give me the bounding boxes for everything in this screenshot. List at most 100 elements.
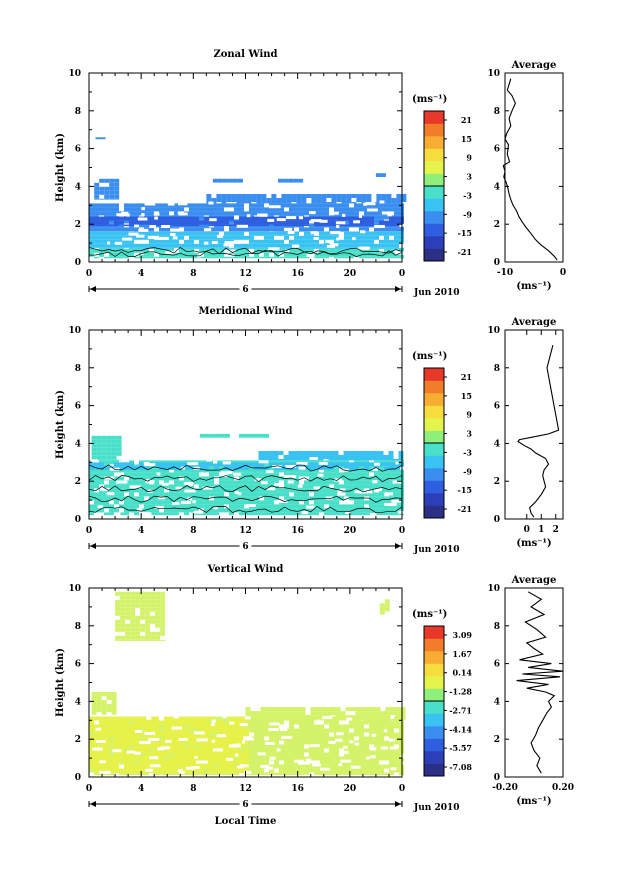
- heatmap-cell: [269, 248, 274, 253]
- heatmap-cell: [144, 728, 149, 733]
- heatmap-cell: [394, 760, 399, 765]
- heatmap-cell: [109, 207, 114, 212]
- heatmap-cell: [384, 512, 389, 516]
- heatmap-cell: [159, 500, 164, 505]
- heatmap-cell: [384, 466, 389, 470]
- heatmap-cell: [374, 768, 379, 773]
- heatmap-cell: [99, 732, 104, 737]
- data-gap: [309, 457, 318, 460]
- heatmap-cell: [256, 198, 262, 202]
- heatmap-cell: [239, 748, 244, 753]
- heatmap-cell: [294, 772, 299, 776]
- heatmap-cell: [115, 603, 121, 608]
- heatmap-cell: [169, 756, 174, 761]
- heatmap-cell: [244, 468, 249, 473]
- heatmap-cell: [294, 480, 299, 485]
- heatmap-cell: [224, 256, 229, 259]
- data-gap: [179, 770, 185, 774]
- heatmap-cell: [124, 472, 129, 477]
- heatmap-cell: [189, 227, 194, 232]
- heatmap-cell: [289, 472, 294, 477]
- heatmap-cell: [389, 239, 394, 244]
- heatmap-cell: [89, 768, 94, 773]
- heatmap-cell: [129, 248, 134, 253]
- heatmap-cell: [294, 740, 299, 745]
- heatmap-cell: [319, 466, 324, 470]
- heatmap-cell: [145, 623, 151, 628]
- heatmap-cell: [370, 707, 376, 712]
- heatmap-cell: [169, 472, 174, 477]
- data-gap: [135, 730, 143, 733]
- heatmap-cell: [134, 247, 139, 249]
- panel-title: Zonal Wind: [213, 49, 277, 60]
- heatmap-cell: [334, 472, 339, 477]
- data-gap: [211, 739, 215, 743]
- heatmap-cell: [294, 492, 299, 497]
- heatmap-cell: [254, 433, 259, 438]
- heatmap-cell: [334, 736, 339, 741]
- heatmap-cell: [309, 472, 314, 477]
- heatmap-cell: [269, 768, 274, 773]
- colorbar-tick-label: -21: [458, 504, 472, 514]
- heatmap-cell: [329, 488, 334, 493]
- heatmap-cell: [271, 198, 277, 202]
- heatmap-cell: [329, 736, 334, 741]
- heatmap-cell: [144, 220, 149, 225]
- heatmap-cell: [283, 455, 289, 459]
- heatmap-cell: [144, 756, 149, 761]
- data-gap: [183, 481, 194, 485]
- heatmap-cell: [249, 496, 254, 501]
- heatmap-cell: [164, 227, 169, 232]
- heatmap-cell: [224, 732, 229, 737]
- heatmap-cell: [174, 256, 179, 259]
- heatmap-cell: [384, 247, 389, 249]
- heatmap-cell: [259, 740, 264, 745]
- heatmap-cell: [349, 472, 354, 477]
- colorbar-swatch: [424, 173, 444, 187]
- heatmap-cell: [375, 173, 381, 177]
- heatmap-cell: [389, 484, 394, 489]
- heatmap-cell: [249, 724, 254, 729]
- heatmap-cell: [319, 252, 324, 257]
- heatmap-cell: [289, 220, 294, 225]
- data-gap: [381, 211, 390, 215]
- heatmap-cell: [354, 480, 359, 485]
- heatmap-cell: [169, 760, 174, 765]
- heatmap-cell: [264, 760, 269, 765]
- heatmap-cell: [294, 203, 299, 208]
- heatmap-cell: [304, 496, 309, 501]
- heatmap-cell: [316, 202, 322, 204]
- data-gap: [149, 756, 159, 760]
- heatmap-cell: [154, 224, 159, 227]
- heatmap-cell: [239, 466, 244, 470]
- heatmap-cell: [334, 748, 339, 753]
- heatmap-cell: [394, 736, 399, 741]
- heatmap-cell: [114, 768, 119, 773]
- y-tick-label: 2: [75, 735, 81, 745]
- heatmap-cell: [104, 504, 109, 509]
- heatmap-cell: [109, 235, 114, 240]
- heatmap-cell: [249, 468, 254, 473]
- heatmap-cell: [364, 466, 369, 470]
- heatmap-cell: [189, 772, 194, 774]
- heatmap-cell: [124, 468, 129, 473]
- heatmap-cell: [264, 488, 269, 493]
- heatmap-cell: [194, 468, 199, 473]
- heatmap-cell: [284, 740, 289, 745]
- heatmap-cell: [264, 476, 269, 481]
- heatmap-cell: [374, 760, 379, 765]
- heatmap-cell: [94, 186, 100, 191]
- heatmap-cell: [319, 247, 324, 249]
- heatmap-cell: [274, 512, 279, 516]
- heatmap-cell: [339, 736, 344, 741]
- heatmap-cell: [294, 239, 299, 244]
- heatmap-cell: [299, 239, 304, 244]
- heatmap-cell: [169, 752, 174, 757]
- data-gap: [193, 510, 203, 514]
- data-gap: [191, 766, 200, 770]
- heatmap-cell: [150, 607, 156, 612]
- heatmap-cell: [354, 744, 359, 749]
